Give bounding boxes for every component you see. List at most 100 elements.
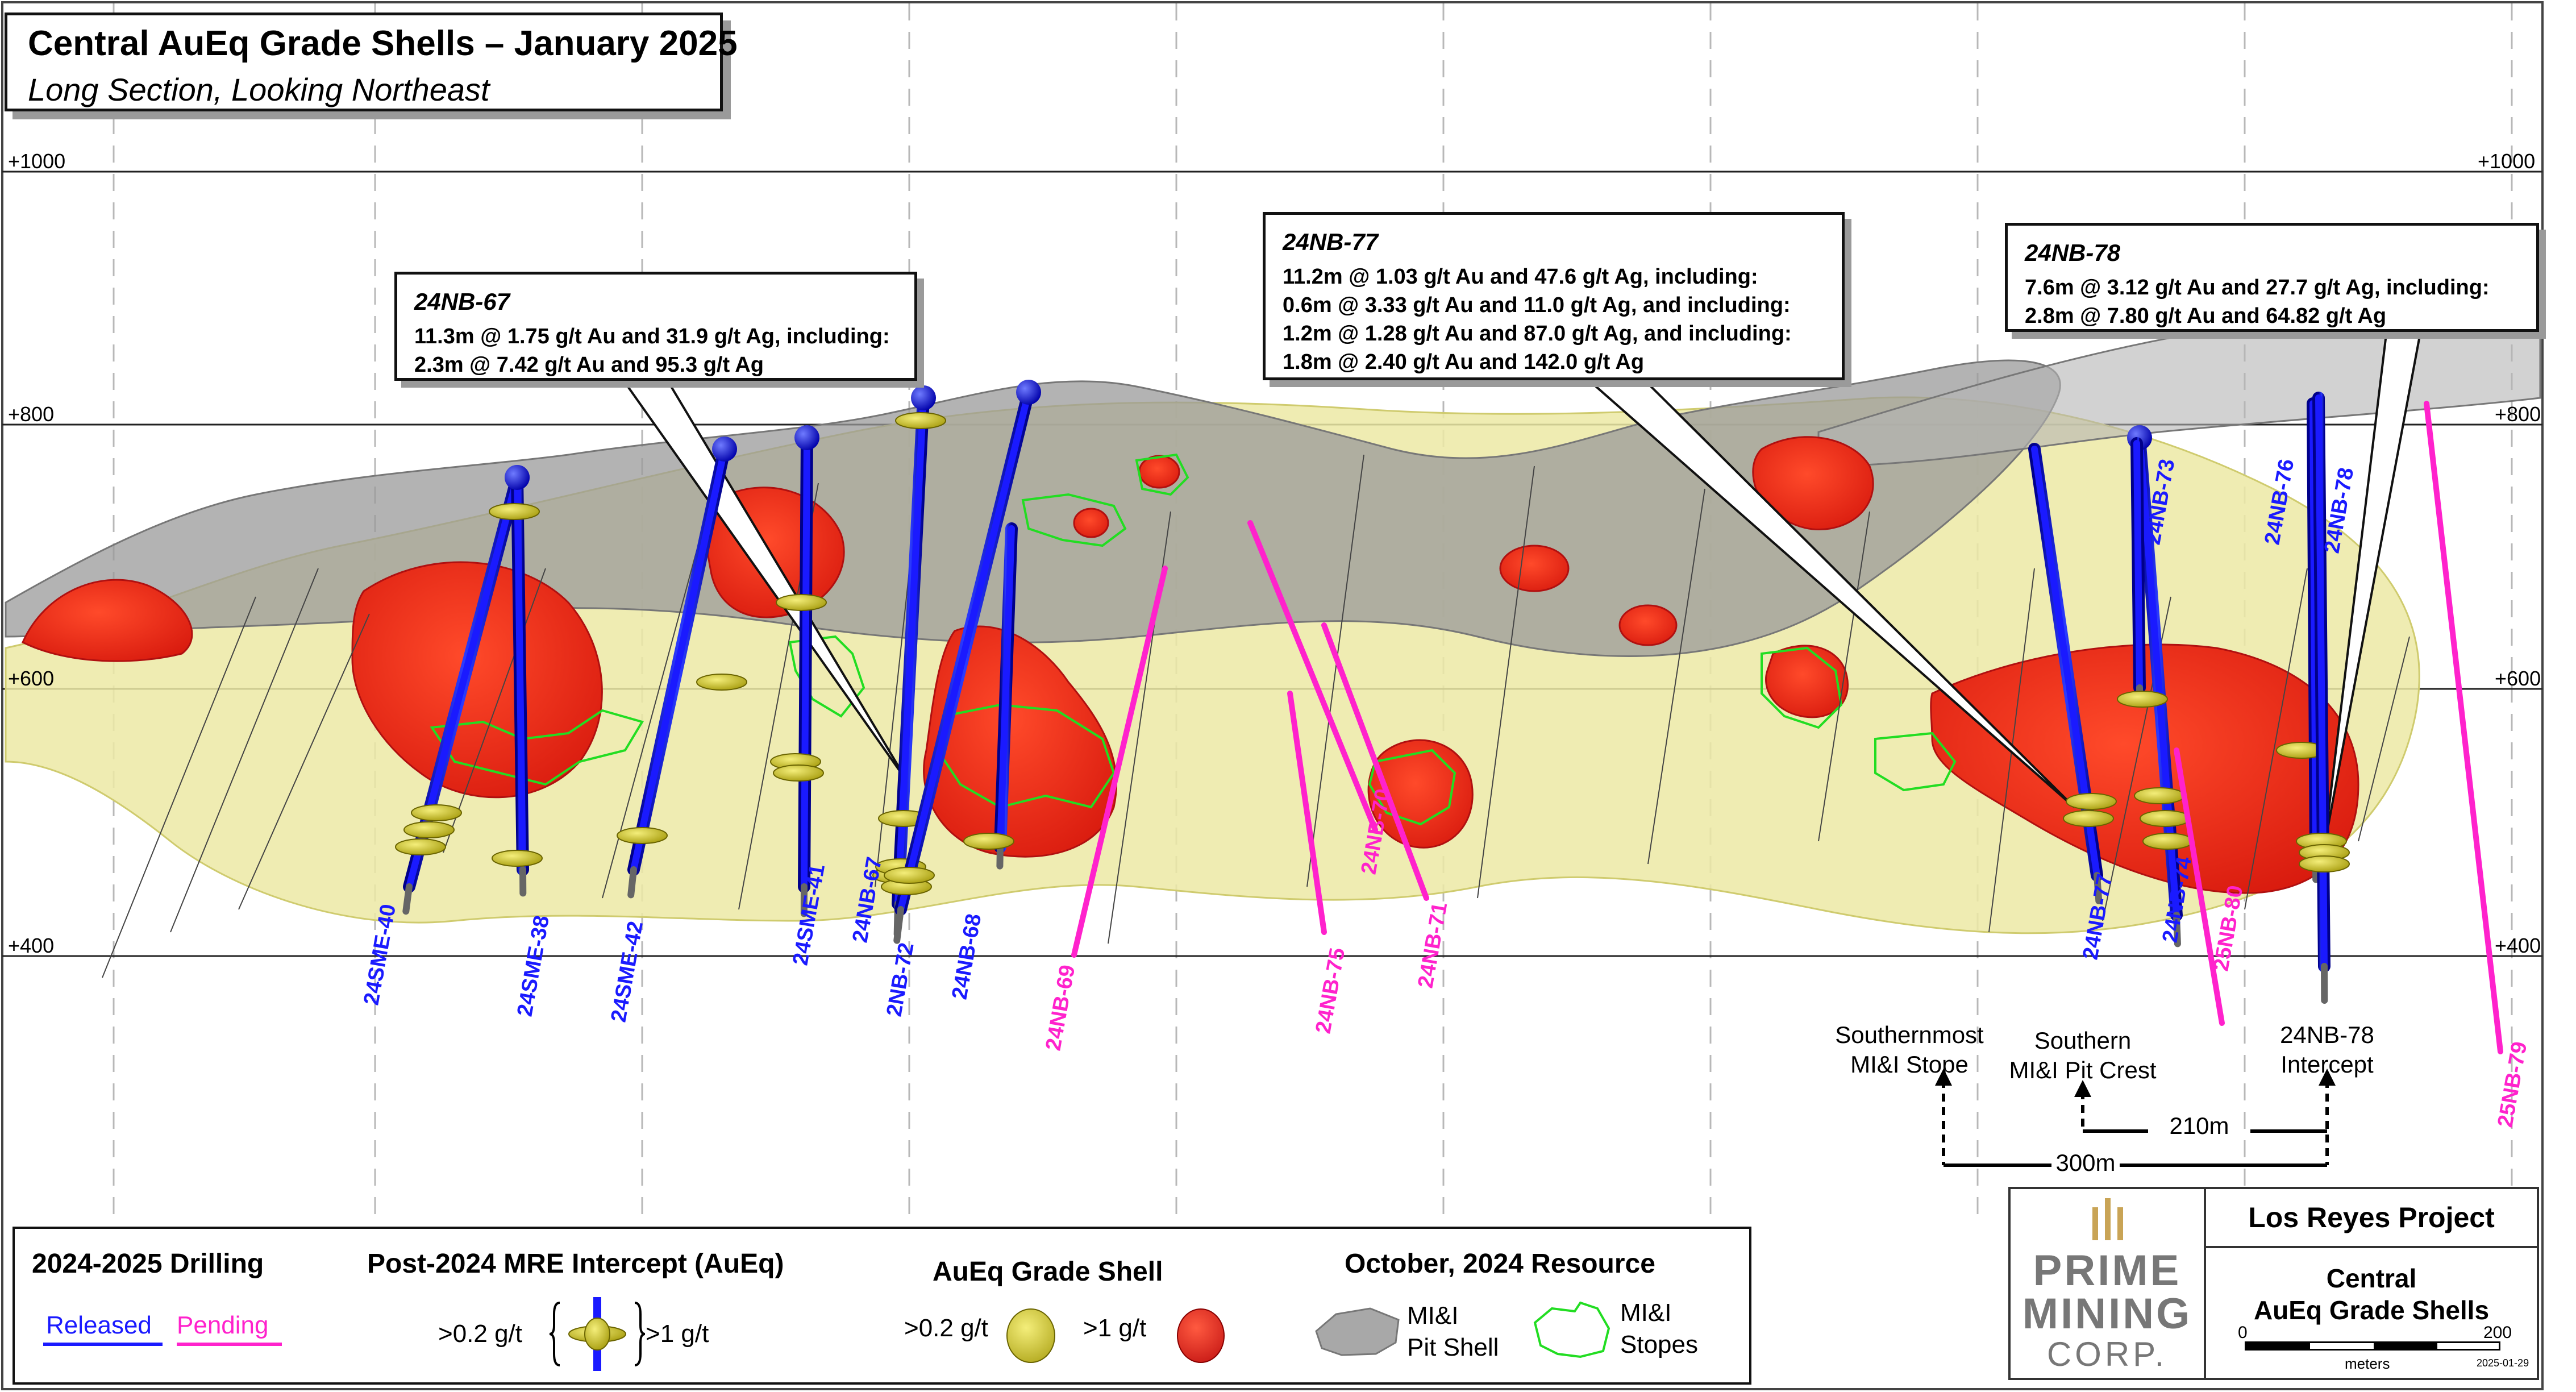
logo-word-prime: PRIME [2033, 1246, 2182, 1295]
intercept-disk [776, 594, 827, 611]
elev-label-right-800: +800 [2495, 402, 2541, 426]
scale-end-label: 200 [2483, 1323, 2512, 1342]
legend-stopes-line1: MI&I [1620, 1299, 1672, 1327]
callout-line: 1.2m @ 1.28 g/t Au and 87.0 g/t Ag, and … [1283, 322, 1792, 346]
drillhole-trace [1321, 622, 1429, 901]
map-date: 2025-01-29 [2477, 1357, 2529, 1369]
historic-drill-traces [102, 454, 2410, 978]
intercept-disk [2299, 855, 2350, 872]
elev-label-left-1000: +1000 [8, 149, 65, 173]
callout-hole-id: 24NB-67 [414, 288, 510, 315]
drillhole-tail [2173, 912, 2181, 948]
callout-24nb-77: 24NB-77 11.2m @ 1.03 g/t Au and 47.6 g/t… [1263, 212, 1845, 380]
intercept-disk [884, 867, 935, 884]
legend-shell-low-swatch [1006, 1308, 1055, 1363]
intercept-disk [696, 674, 747, 691]
intercept-disk [2066, 793, 2117, 810]
elevation-labels: +1000 +1000 +800 +800 +600 +600 +400 +40… [8, 149, 2541, 957]
legend-intercept-high: >1 g/t [646, 1320, 709, 1348]
drillhole-trace [2174, 747, 2225, 1026]
elev-label-left-400: +400 [8, 934, 54, 957]
elev-label-right-1000: +1000 [2478, 149, 2535, 173]
legend-pit-shell-line2: Pit Shell [1407, 1333, 1499, 1361]
pit-crest-annotation: Southern MI&I Pit Crest [2009, 1027, 2156, 1083]
legend-stopes-line2: Stopes [1620, 1331, 1698, 1358]
drillhole-trace-core [801, 434, 810, 890]
drillhole-label: 24NB-75 [1312, 946, 1350, 1036]
logo-mark-icon [2092, 1198, 2123, 1240]
legend-shell-low-label: >0.2 g/t [904, 1314, 989, 1342]
intercept-disk [489, 503, 540, 520]
drillhole-tail [402, 883, 413, 915]
distance-arrows [1935, 1069, 2336, 1167]
callout-24nb-78: 24NB-78 7.6m @ 3.12 g/t Au and 27.7 g/t … [2005, 223, 2539, 332]
legend-pending-line [177, 1343, 282, 1346]
intercept-disk [2134, 787, 2185, 804]
mii-stopes [430, 453, 1957, 826]
logo-word-corp: CORP. [2046, 1335, 2168, 1373]
legend-pending-label: Pending [177, 1311, 269, 1339]
drillhole-trace [1287, 691, 1327, 935]
legend-resource-title: October, 2024 Resource [1345, 1249, 1655, 1279]
callout-line: 7.6m @ 3.12 g/t Au and 27.7 g/t Ag, incl… [2025, 276, 2490, 300]
logo-word-mining: MINING [2022, 1290, 2192, 1338]
legend-stopes-swatch [1533, 1301, 1610, 1358]
intercept-disk [395, 838, 446, 855]
callout-line: 11.2m @ 1.03 g/t Au and 47.6 g/t Ag, inc… [1283, 265, 1758, 289]
collar-marker [794, 425, 819, 450]
elev-label-right-600: +600 [2495, 667, 2541, 690]
collar-marker [911, 385, 936, 410]
scale-bar-segment [2374, 1343, 2437, 1349]
drillhole-trace [2424, 401, 2503, 1054]
map-title: Central AuEq Grade Shells – January 2025 [28, 24, 738, 63]
callout-hole-id: 24NB-77 [1283, 228, 1379, 255]
intercept-disk [895, 412, 946, 429]
drillhole-trace [1071, 566, 1168, 958]
legend-released-label: Released [46, 1311, 152, 1339]
map-subtitle: Long Section, Looking Northeast [28, 72, 490, 107]
scale-bar-segment [2246, 1343, 2310, 1349]
intercept-disk [411, 804, 462, 821]
callout-hole-id: 24NB-78 [2025, 239, 2121, 266]
drillhole-trace-core [514, 474, 526, 873]
scale-unit-label: meters [2345, 1355, 2390, 1372]
callout-line: 1.8m @ 2.40 g/t Au and 142.0 g/t Ag [1283, 350, 1645, 374]
legend-drilling-title: 2024-2025 Drilling [32, 1249, 264, 1279]
map-title-line1: Central [2326, 1264, 2417, 1293]
callout-line: 2.8m @ 7.80 g/t Au and 64.82 g/t Ag [2025, 304, 2387, 328]
legend-shell-title: AuEq Grade Shell [933, 1257, 1163, 1287]
project-name: Los Reyes Project [2206, 1189, 2537, 1248]
collar-marker [712, 437, 737, 462]
drillhole-label: 24NB-69 [1042, 963, 1080, 1053]
intercept-disk [2140, 810, 2191, 827]
legend-released-line [43, 1343, 163, 1346]
intercept-disk [617, 827, 668, 844]
intercept-disk [963, 833, 1014, 850]
drillhole-label: 24SME-38 [513, 913, 555, 1018]
legend-pit-shell-label: MI&I Pit Shell [1407, 1300, 1499, 1364]
drillhole-trace [1247, 520, 1378, 833]
scale-bar [2245, 1341, 2500, 1351]
drillhole-trace-core [2133, 440, 2143, 691]
callout-line: 11.3m @ 1.75 g/t Au and 31.9 g/t Ag, inc… [414, 325, 890, 348]
scale-start-label: 0 [2238, 1323, 2248, 1342]
intercept-disk [2063, 810, 2114, 827]
drillholes [395, 380, 2503, 1054]
intercept-disk [2142, 833, 2194, 850]
intercept-disk [403, 821, 455, 838]
stope-annotation: Southernmost MI&I Stope [1835, 1021, 1984, 1078]
map-title-line2: AuEq Grade Shells [2253, 1295, 2490, 1325]
intercept-disk [773, 764, 824, 782]
drillhole-trace-core [897, 389, 1032, 913]
elev-label-right-400: +400 [2495, 934, 2541, 957]
drillhole-tail [627, 866, 637, 899]
legend-pit-shell-swatch [1315, 1307, 1400, 1356]
intercept-disk [492, 850, 543, 867]
company-logo: PRIME MINING CORP. [2011, 1189, 2206, 1378]
collar-marker [505, 465, 530, 490]
legend-intercept-icon [549, 1297, 646, 1371]
drillhole-trace-core [997, 525, 1015, 850]
legend-shell-high-label: >1 g/t [1083, 1314, 1147, 1342]
